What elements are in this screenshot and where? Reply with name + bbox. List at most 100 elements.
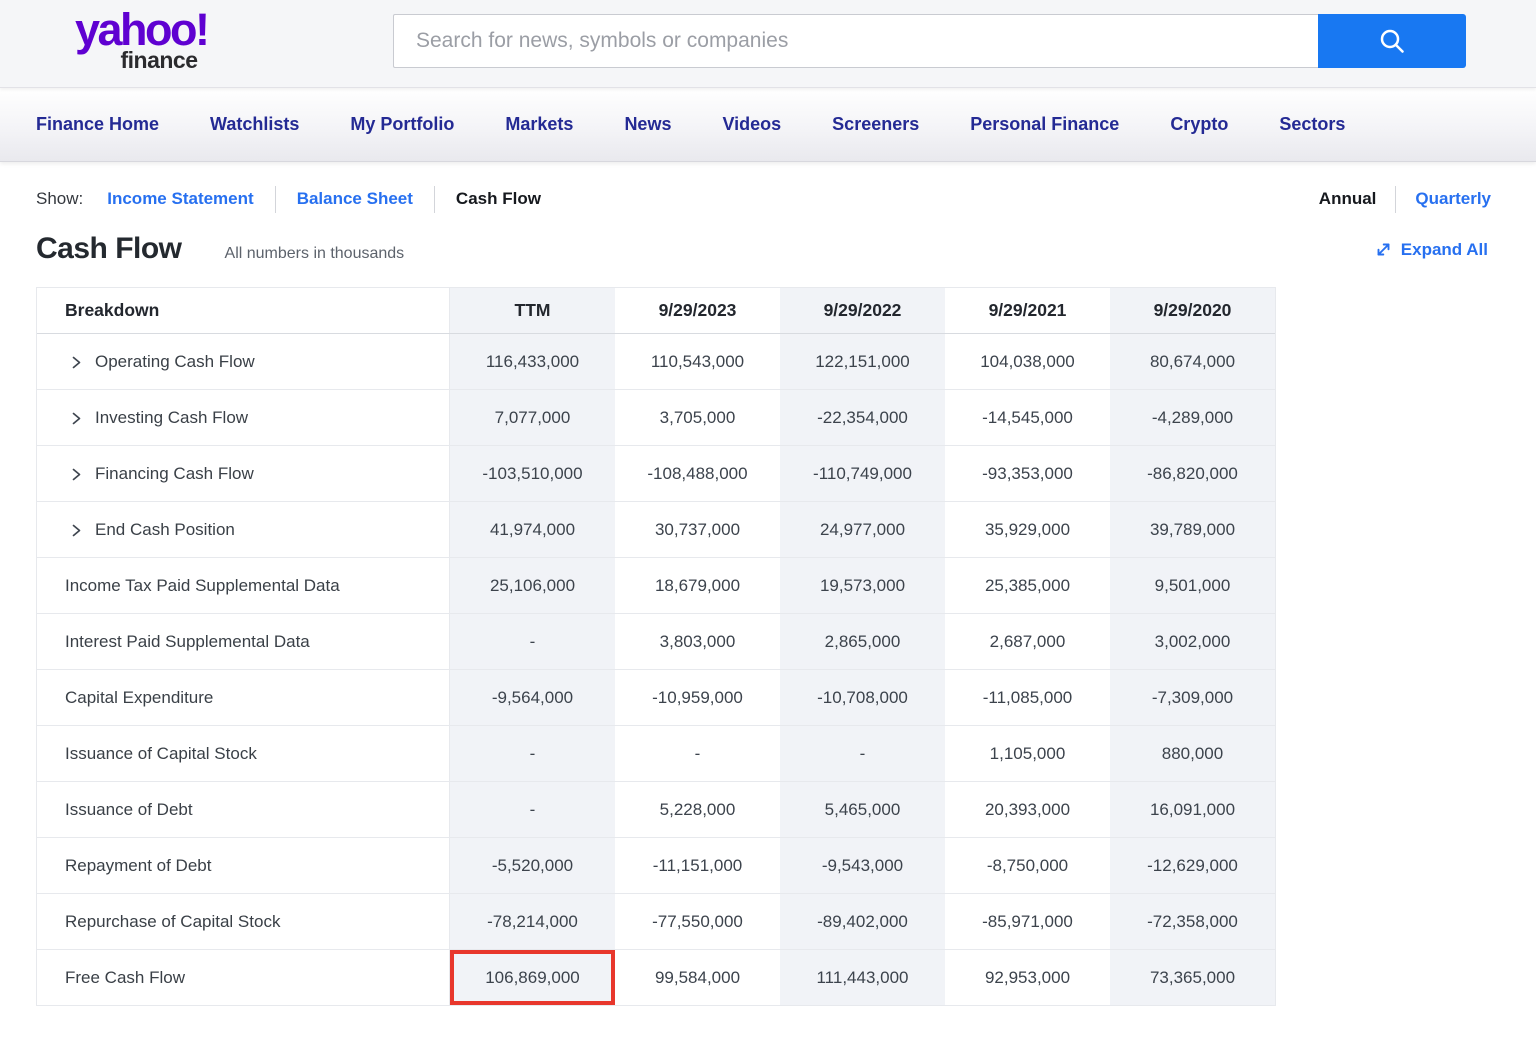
nav-item-news[interactable]: News: [624, 114, 672, 134]
value-cell: -86,820,000: [1110, 446, 1275, 501]
value-cell: 116,433,000: [450, 334, 615, 389]
value-cell: 20,393,000: [984, 799, 1071, 819]
value-cell: 18,679,000: [654, 575, 741, 595]
nav-item-crypto[interactable]: Crypto: [1170, 114, 1229, 134]
value-cell: -89,402,000: [780, 894, 945, 949]
value-cell: -108,488,000: [647, 463, 748, 483]
row-label-operating-cash-flow[interactable]: Operating Cash Flow: [37, 334, 450, 389]
expand-all-button[interactable]: Expand All: [1375, 240, 1488, 260]
search-button[interactable]: [1318, 14, 1466, 68]
nav-item-videos[interactable]: Videos: [722, 114, 782, 134]
period-divider: [1395, 185, 1397, 213]
value-cell: -: [450, 782, 615, 837]
value-cell: 104,038,000: [980, 351, 1075, 371]
table-row-end-cash-position: End Cash Position 41,974,000 30,737,000 24,…: [37, 502, 1275, 558]
row-label-investing-cash-flow[interactable]: Investing Cash Flow: [37, 390, 450, 445]
table-row-issuance-of-debt: Issuance of Debt - 5,228,000 5,465,000 20,39…: [37, 782, 1275, 838]
logo-finance-text: finance: [120, 47, 198, 73]
value-cell: -10,959,000: [652, 687, 743, 707]
value-cell: 16,091,000: [1110, 782, 1275, 837]
value-cell: -93,353,000: [982, 463, 1073, 483]
value-cell: -10,708,000: [780, 670, 945, 725]
row-label-end-cash-position[interactable]: End Cash Position: [37, 502, 450, 557]
table-row-free-cash-flow: Free Cash Flow 106,869,000 99,584,000 111,4…: [37, 950, 1275, 1006]
row-label-financing-cash-flow[interactable]: Financing Cash Flow: [37, 446, 450, 501]
value-cell: 25,385,000: [984, 575, 1071, 595]
table-row-operating-cash-flow: Operating Cash Flow 116,433,000 110,543,00…: [37, 334, 1275, 390]
value-cell: -9,564,000: [450, 670, 615, 725]
table-row-interest-paid-supplemental-data: Interest Paid Supplemental Data - 3,803,00…: [37, 614, 1275, 670]
value-cell: 2,687,000: [989, 631, 1066, 651]
value-cell: 880,000: [1110, 726, 1275, 781]
nav-item-finance-home[interactable]: Finance Home: [36, 114, 160, 134]
value-cell: -103,510,000: [450, 446, 615, 501]
value-cell: -22,354,000: [780, 390, 945, 445]
page-title: Cash Flow: [36, 232, 182, 265]
main-nav: Finance Home Watchlists My Portfolio Market…: [0, 88, 1536, 162]
yahoo-finance-logo[interactable]: yahoo! finance: [75, 4, 210, 73]
column-header-9-29-2023: 9/29/2023: [658, 300, 737, 320]
expand-all-icon: [1375, 241, 1392, 258]
value-cell: 99,584,000: [654, 967, 741, 987]
value-cell: 122,151,000: [780, 334, 945, 389]
value-cell: -: [450, 726, 615, 781]
row-label-free-cash-flow: Free Cash Flow: [37, 950, 450, 1005]
value-cell: -110,749,000: [780, 446, 945, 501]
row-label-repurchase-of-capital-stock: Repurchase of Capital Stock: [37, 894, 450, 949]
table-row-financing-cash-flow: Financing Cash Flow -103,510,000 -108,488,…: [37, 446, 1275, 502]
table-row-investing-cash-flow: Investing Cash Flow 7,077,000 3,705,000 -22…: [37, 390, 1275, 446]
period-quarterly[interactable]: Quarterly: [1415, 189, 1491, 208]
value-cell: -7,309,000: [1110, 670, 1275, 725]
table-header-row: Breakdown TTM 9/29/2023 9/29/2022 9/29/2021 9…: [37, 288, 1275, 334]
value-cell: -4,289,000: [1110, 390, 1275, 445]
table-row-repurchase-of-capital-stock: Repurchase of Capital Stock -78,214,000 -7…: [37, 894, 1275, 950]
value-cell: -9,543,000: [780, 838, 945, 893]
content-area: Show: Income Statement Balance Sheet Cash …: [0, 162, 1536, 1006]
value-cell: -11,151,000: [652, 855, 743, 875]
top-header: yahoo! finance: [0, 0, 1536, 88]
value-cell: -85,971,000: [982, 911, 1073, 931]
nav-item-my-portfolio[interactable]: My Portfolio: [350, 114, 455, 134]
value-cell: 25,106,000: [450, 558, 615, 613]
statement-tabs-row: Show: Income Statement Balance Sheet Cash …: [0, 162, 1536, 216]
value-cell: 5,465,000: [780, 782, 945, 837]
nav-item-sectors[interactable]: Sectors: [1279, 114, 1346, 134]
value-cell: -: [694, 743, 701, 763]
nav-item-screeners[interactable]: Screeners: [832, 114, 920, 134]
value-cell: -72,358,000: [1110, 894, 1275, 949]
show-label: Show:: [36, 189, 84, 208]
tab-balance-sheet[interactable]: Balance Sheet: [296, 189, 413, 208]
table-row-repayment-of-debt: Repayment of Debt -5,520,000 -11,151,000 -9…: [37, 838, 1275, 894]
value-cell: -12,629,000: [1110, 838, 1275, 893]
row-label-issuance-of-debt: Issuance of Debt: [37, 782, 450, 837]
value-cell: -5,520,000: [450, 838, 615, 893]
nav-item-personal-finance[interactable]: Personal Finance: [970, 114, 1120, 134]
value-cell: -14,545,000: [982, 407, 1073, 427]
table-row-issuance-of-capital-stock: Issuance of Capital Stock - - -1,105,000 880…: [37, 726, 1275, 782]
value-cell: 39,789,000: [1110, 502, 1275, 557]
search-input[interactable]: [393, 14, 1318, 68]
tab-cash-flow[interactable]: Cash Flow: [455, 189, 541, 208]
value-cell: 2,865,000: [780, 614, 945, 669]
logo-yahoo-text: yahoo!: [75, 4, 210, 55]
value-cell: 24,977,000: [780, 502, 945, 557]
value-cell: 92,953,000: [984, 967, 1071, 987]
row-label-repayment-of-debt: Repayment of Debt: [37, 838, 450, 893]
table-row-capital-expenditure: Capital Expenditure -9,564,000 -10,959,000…: [37, 670, 1275, 726]
column-header-9-29-2022: 9/29/2022: [780, 288, 945, 333]
value-cell: -77,550,000: [652, 911, 743, 931]
row-label-issuance-of-capital-stock: Issuance of Capital Stock: [37, 726, 450, 781]
value-cell: 35,929,000: [984, 519, 1071, 539]
nav-item-watchlists[interactable]: Watchlists: [210, 114, 300, 134]
chevron-right-icon: [70, 468, 83, 481]
value-cell: 3,705,000: [659, 407, 736, 427]
value-cell: 7,077,000: [450, 390, 615, 445]
row-label-income-tax-paid-supplemental-data: Income Tax Paid Supplemental Data: [37, 558, 450, 613]
value-cell: 73,365,000: [1110, 950, 1275, 1005]
nav-item-markets[interactable]: Markets: [505, 114, 574, 134]
highlighted-value-cell-free-cash-flow: 106,869,000: [450, 950, 615, 1005]
value-cell: 80,674,000: [1110, 334, 1275, 389]
cash-flow-table: Breakdown TTM 9/29/2023 9/29/2022 9/29/2021 9…: [36, 287, 1276, 1006]
tab-income-statement[interactable]: Income Statement: [107, 189, 254, 208]
period-annual[interactable]: Annual: [1318, 189, 1377, 208]
